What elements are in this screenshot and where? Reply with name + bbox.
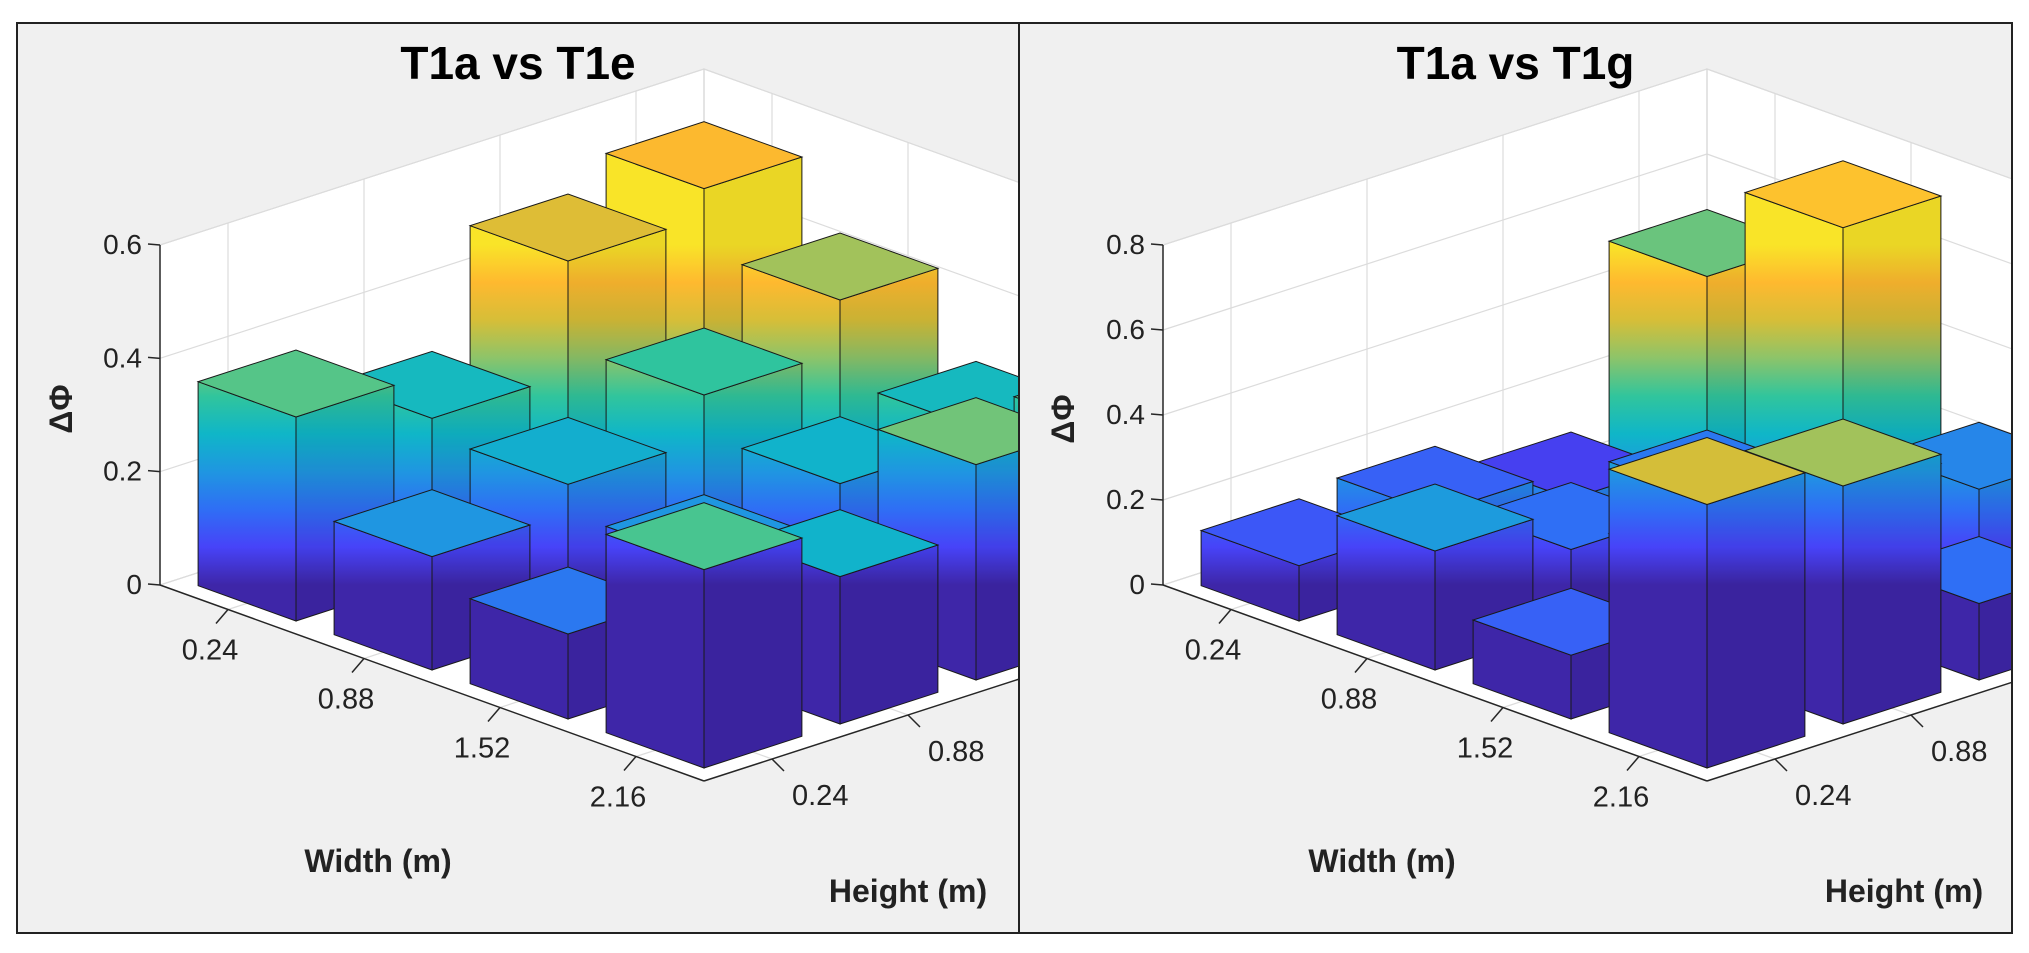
z-tick [1150,243,1164,246]
x-tick [1354,658,1368,673]
y-tick [1910,714,1924,728]
x-tick-label: 0.24 [182,635,238,667]
z-tick-label: 0.2 [1106,484,1145,515]
z-tick-label: 0.4 [103,342,142,373]
bar-face-front [605,533,705,769]
x-tick [351,658,365,673]
x-tick [487,707,501,722]
bar-face-shade [1843,454,1941,724]
z-tick [1150,413,1164,416]
bar-face-top [740,232,940,301]
bar-face-top [1743,418,1943,487]
bar [1607,436,1807,769]
z-tick [147,243,161,246]
x-axis-line [159,584,705,782]
y-tick [907,714,921,728]
bar3-chart-right: 00.20.40.60.80.240.881.522.160.240.881.5… [1045,68,2011,909]
bar-face-top [604,502,804,571]
z-tick-label: 0.6 [103,229,142,260]
z-tick-label: 0.8 [1106,229,1145,260]
bars [196,121,1018,769]
bar-face-top [604,327,804,396]
chart-panel-left: 00.20.40.60.240.881.522.160.240.881.522.… [18,24,1018,932]
x-tick-label: 0.24 [1185,635,1241,667]
chart-title: T1a vs T1g [1396,37,1635,89]
x-tick-label: 0.88 [318,684,374,716]
bar-face-front [1608,468,1708,769]
z-tick-label: 0.2 [103,456,142,487]
y-axis-label: Height (m) [1825,873,1983,909]
z-tick [1150,498,1164,501]
bar-face-top [332,489,532,558]
bar-face-shade [1707,472,1805,768]
grid-line [159,68,705,246]
bar-face-shade [976,451,1018,680]
bar-face-front [197,380,297,622]
y-tick-label: 0.24 [1795,780,1851,812]
x-tick [1218,609,1232,624]
chart-panel-right: 00.20.40.60.80.240.881.522.160.240.881.5… [1020,24,2011,932]
x-tick-label: 0.88 [1321,684,1377,716]
bar-face-top [1012,394,1018,399]
x-tick [1490,707,1504,722]
bar-face-top [740,509,940,578]
bar-face-top [1743,160,1943,229]
z-axis-label: ΔΦ [43,384,79,433]
bar-face-top [468,193,668,262]
grid-line [1162,153,1708,331]
bar-face-top [332,350,532,419]
axis-labels: 00.20.40.60.240.881.522.160.240.881.522.… [43,229,987,909]
x-tick [623,756,637,771]
y-axis-line [1706,681,2011,782]
bar-face-top [1879,535,2011,605]
y-tick-label: 0.88 [928,736,984,768]
bar3-chart-left: 00.20.40.60.240.881.522.160.240.881.522.… [43,68,1018,909]
x-axis-line [1162,584,1708,782]
x-axis-label: Width (m) [1308,843,1455,879]
z-tick [147,356,161,360]
z-tick-label: 0.6 [1106,314,1145,345]
y-tick-label: 0.24 [792,780,848,812]
z-tick-label: 0.4 [1106,399,1145,430]
bar-face-top [876,397,1018,466]
bar-face-side [975,450,1018,681]
panel-divider [1018,22,1020,934]
z-tick [147,469,161,473]
bar-face-top [1335,483,1535,552]
x-axis-label: Width (m) [304,843,451,879]
grid-line [1706,68,2011,180]
y-axis-line [703,678,1018,782]
axis-labels: 00.20.40.60.80.240.881.522.160.240.881.5… [1045,229,1987,909]
y-axis-label: Height (m) [829,873,987,909]
grid-line [1162,68,1708,246]
y-tick [771,758,785,772]
bar-face-top [468,416,668,485]
x-tick [1626,756,1640,771]
z-axis-label: ΔΦ [1045,394,1081,443]
bar-face-top [604,121,804,190]
bar-face-side [1978,592,2011,681]
chart-title: T1a vs T1e [400,37,636,89]
bar-face-shade [704,538,802,768]
y-tick-label: 0.88 [1931,736,1987,768]
z-tick-label: 0 [1129,569,1145,600]
x-tick-label: 2.16 [590,782,646,814]
bar-face-shade [840,545,938,724]
z-tick-label: 0 [126,569,142,600]
x-tick-label: 2.16 [1593,782,1649,814]
bar [604,502,804,769]
grid-line [703,68,1018,183]
y-tick [1774,758,1788,772]
bar-face-top [1607,436,1807,506]
x-tick-label: 1.52 [1457,733,1513,765]
z-tick [1150,583,1164,586]
x-tick-label: 1.52 [454,733,510,765]
x-tick [215,609,229,624]
bar-face-top [196,349,396,418]
z-tick [147,583,161,586]
z-tick [1150,328,1164,331]
bar-face-shade [1979,593,2011,680]
bars [1199,160,2011,769]
bar-face-top [1879,421,2011,490]
